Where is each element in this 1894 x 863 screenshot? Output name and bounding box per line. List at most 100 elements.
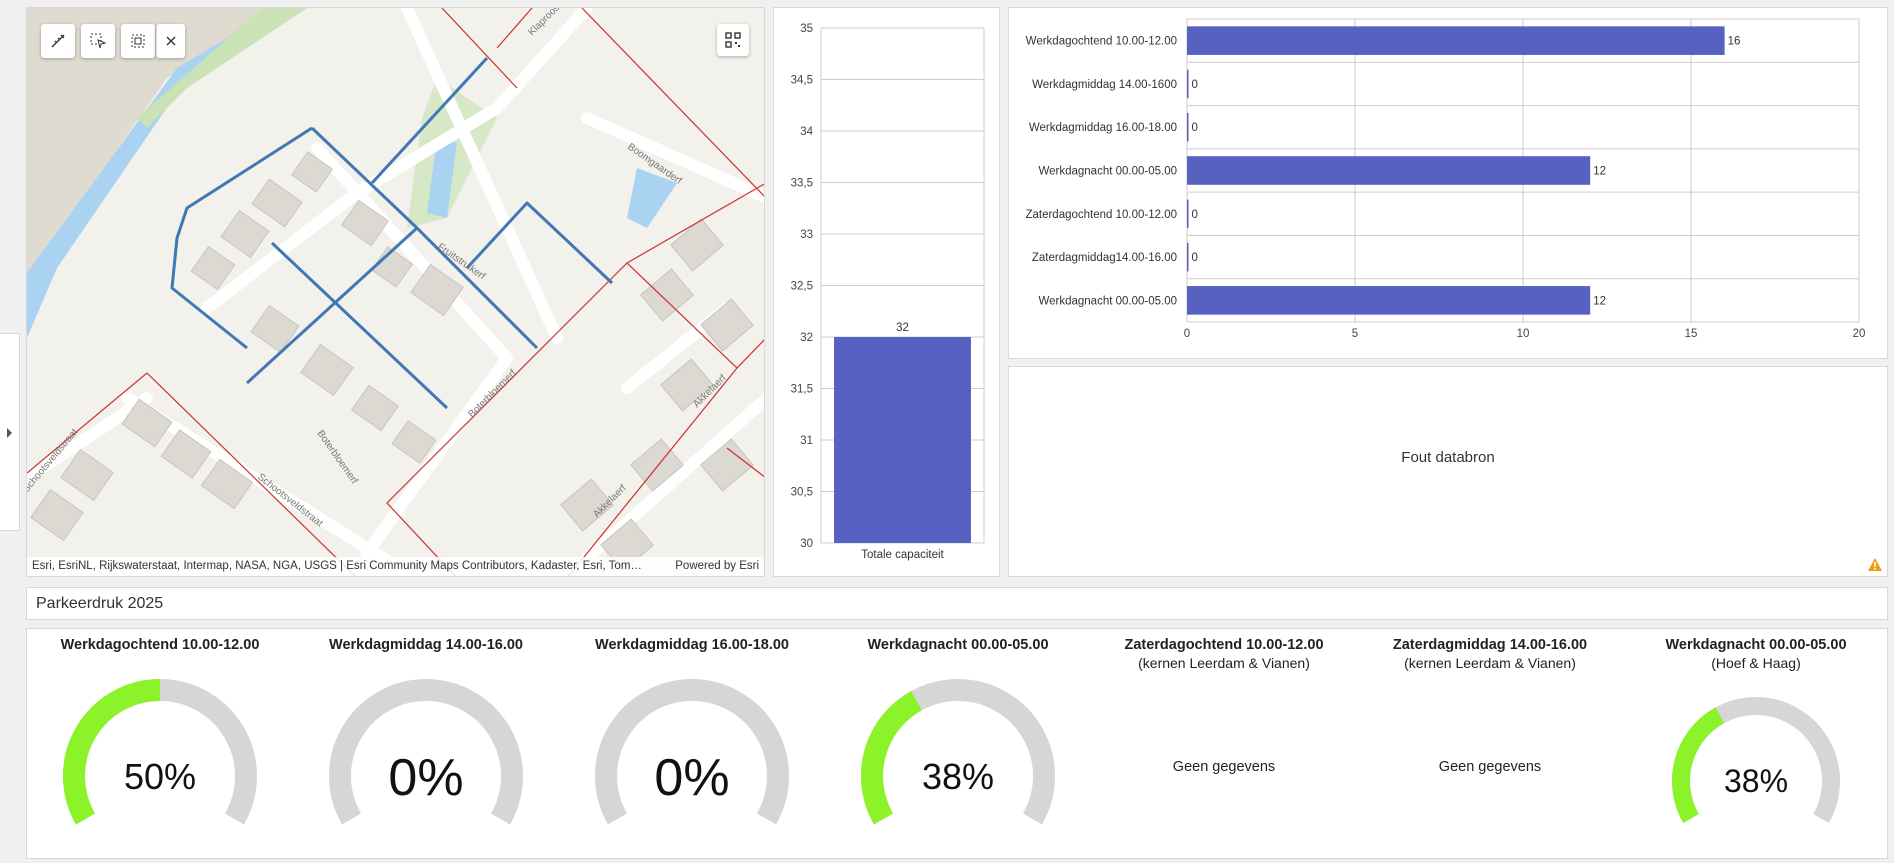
street-label: Schootsveldstraat [255,472,325,530]
side-panel-toggle[interactable] [0,333,20,531]
y-tick-label: 32 [800,332,813,344]
powered-by-esri[interactable]: Powered by Esri [675,560,759,572]
section-title: Parkeerdruk 2025 [26,587,1888,620]
data-source-error-panel: Fout databron [1008,366,1888,577]
y-tick-label: 34 [800,126,813,138]
gauge-subtitle: (kernen Leerdam & Vianen) [1404,655,1576,671]
x-tick-label: 10 [1517,328,1530,340]
y-tick-label: 32,5 [791,281,813,293]
gauge-track [595,679,789,825]
capacity-chart-svg: 30 30,5 31 31,5 32 32,5 33 33,5 34 34,5 35 32 Totale… [791,23,985,561]
y-category-label: Werkdagmiddag 16.00-18.00 [1029,122,1177,134]
gauges-panel: Werkdagochtend 10.00-12.00 50% Werkdagmidd… [26,628,1888,859]
gauge-value: 38% [921,756,995,797]
x-tick-label: 20 [1853,328,1866,340]
gauge-card[interactable]: Werkdagnacht 00.00-05.00 38% [825,629,1091,860]
bar-data-label: 12 [1593,295,1606,307]
gauge-track [329,679,523,825]
y-tick-label: 31,5 [791,384,813,396]
gauge-title: Werkdagnacht 00.00-05.00 [867,637,1049,653]
gauge-card[interactable]: Werkdagmiddag 14.00-16.00 0% [293,629,559,860]
map-attribution: Esri, EsriNL, Rijkswaterstaat, Intermap,… [27,557,764,576]
gauge-card[interactable]: Zaterdagmiddag 14.00-16.00 (kernen Leerda… [1357,629,1623,860]
occupancy-bar[interactable] [1187,199,1189,229]
bar-data-label: 32 [896,322,909,334]
map-canvas[interactable]: Klaproos Boomgaarderf Fruitstruikerf Sch… [27,8,765,577]
bar-data-label: 0 [1192,122,1198,134]
occupancy-bar[interactable] [1187,69,1189,99]
gauge-svg [1672,697,1840,823]
gauge-card[interactable]: Werkdagochtend 10.00-12.00 50% [27,629,293,860]
y-category-label: Werkdagnacht 00.00-05.00 [1038,295,1177,307]
gauge-card[interactable]: Werkdagmiddag 16.00-18.00 0% [559,629,825,860]
y-category-label: Werkdagochtend 10.00-12.00 [1026,36,1177,48]
map-view[interactable]: Klaproos Boomgaarderf Fruitstruikerf Sch… [26,7,765,577]
measure-button[interactable] [41,24,75,58]
occupancy-bar[interactable] [1187,156,1591,185]
qr-code-icon [725,32,741,48]
select-area-button[interactable] [121,24,155,58]
bar-data-label: 12 [1593,166,1606,178]
gauge-card[interactable]: Zaterdagochtend 10.00-12.00 (kernen Leerd… [1091,629,1357,860]
gauge-fill [1672,707,1725,823]
close-icon [166,36,176,46]
gauge-svg [329,679,523,825]
gauge-title: Werkdagmiddag 16.00-18.00 [595,637,789,653]
select-icon [90,33,107,49]
y-tick-label: 33,5 [791,178,813,190]
bar-data-label: 0 [1192,252,1198,264]
gauge-svg [63,679,257,825]
y-tick-label: 30 [800,538,813,550]
gauge-svg [595,679,789,825]
y-tick-label: 31 [800,435,813,447]
attribution-text: Esri, EsriNL, Rijkswaterstaat, Intermap,… [32,560,642,572]
y-tick-label: 30,5 [791,487,813,499]
select-area-icon [131,34,145,48]
street-label: Boterbloemerf [315,428,360,486]
gauge-fill [63,679,161,825]
bar-data-label: 0 [1192,209,1198,221]
occupancy-chart: 0 5 10 15 20 Werkdagochtend 10.00-12.00 16 Werk… [1008,7,1888,359]
x-tick-label: 5 [1352,328,1358,340]
y-tick-label: 35 [800,23,813,35]
capacity-bar[interactable] [834,337,971,543]
occupancy-bar[interactable] [1187,286,1591,315]
y-category-label: Zaterdagochtend 10.00-12.00 [1025,209,1177,221]
occupancy-bar[interactable] [1187,242,1189,272]
bar-data-label: 16 [1728,36,1741,48]
error-message: Fout databron [1401,449,1495,466]
warning-icon[interactable] [1867,557,1883,572]
y-tick-label: 34,5 [791,75,813,87]
x-category-label: Totale capaciteit [861,549,944,561]
qr-code-button[interactable] [717,24,749,56]
occupancy-chart-svg: 0 5 10 15 20 Werkdagochtend 10.00-12.00 16 Werk… [1025,18,1866,340]
occupancy-bar[interactable] [1187,26,1725,55]
y-category-label: Werkdagnacht 00.00-05.00 [1038,166,1177,178]
gauge-subtitle: (kernen Leerdam & Vianen) [1138,655,1310,671]
select-button[interactable] [81,24,115,58]
bar-data-label: 0 [1192,79,1198,91]
occupancy-bar[interactable] [1187,112,1189,142]
gauge-title: Zaterdagmiddag 14.00-16.00 [1392,637,1588,653]
x-tick-label: 0 [1184,328,1190,340]
gauge-title: Werkdagnacht 00.00-05.00 [1665,637,1847,653]
gauge-title: Werkdagochtend 10.00-12.00 [60,637,260,653]
gauge-no-data: Geen gegevens [1438,759,1542,775]
y-category-label: Zaterdagmiddag14.00-16.00 [1032,252,1177,264]
y-tick-label: 33 [800,229,813,241]
chevron-right-icon [7,428,12,438]
gauge-value: 38% [1723,763,1789,799]
gauge-card[interactable]: Werkdagnacht 00.00-05.00 (Hoef & Haag) 38% [1623,629,1889,860]
x-tick-label: 15 [1685,328,1698,340]
measure-icon [51,34,65,48]
gauge-fill [861,691,923,825]
gauge-title: Werkdagmiddag 14.00-16.00 [329,637,523,653]
gauge-subtitle: (Hoef & Haag) [1711,655,1801,671]
gauge-value: 0% [388,749,464,807]
gauge-title: Zaterdagochtend 10.00-12.00 [1124,637,1324,653]
y-category-label: Werkdagmiddag 14.00-1600 [1032,79,1177,91]
capacity-chart: 30 30,5 31 31,5 32 32,5 33 33,5 34 34,5 35 32 Totale… [773,7,1000,577]
gauge-svg [861,679,1055,825]
close-tool-button[interactable] [156,24,185,58]
gauge-value: 50% [123,756,197,797]
